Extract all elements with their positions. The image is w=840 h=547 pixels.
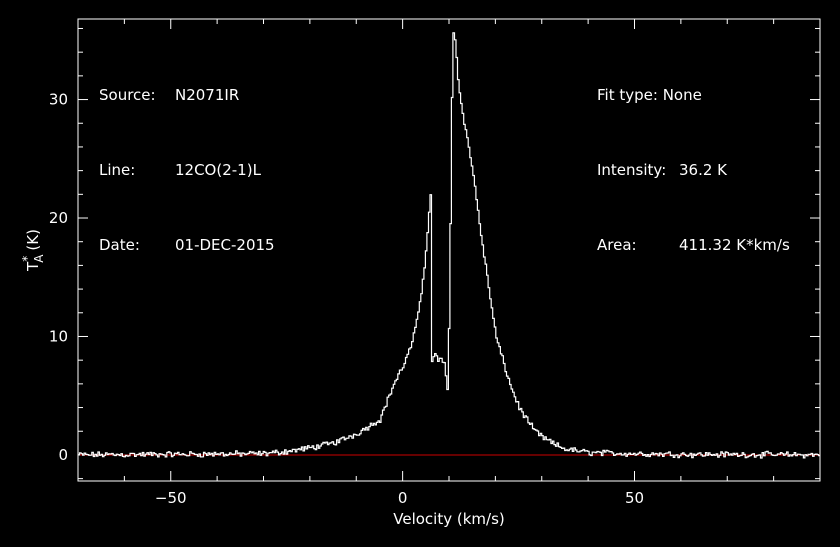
x-tick-label: 50 <box>625 489 644 507</box>
date-value: 01-DEC-2015 <box>175 236 275 254</box>
intensity-row: Intensity: 36.2 K <box>597 158 790 183</box>
info-right: Fit type: None Intensity: 36.2 K Area: 411… <box>597 33 790 283</box>
x-tick-label: −50 <box>155 489 187 507</box>
source-value: N2071IR <box>175 86 240 104</box>
fit-row: Fit type: None <box>597 83 790 108</box>
date-label: Date: <box>99 236 140 254</box>
y-tick-label: 20 <box>49 209 68 227</box>
line-label: Line: <box>99 161 136 179</box>
intensity-label: Intensity: <box>597 161 667 179</box>
area-label: Area: <box>597 236 637 254</box>
intensity-value: 36.2 K <box>679 161 728 179</box>
y-axis-label-sup: * <box>20 256 34 262</box>
date-row: Date: 01-DEC-2015 <box>99 233 275 258</box>
source-label: Source: <box>99 86 156 104</box>
y-tick-label: 10 <box>49 327 68 345</box>
y-tick-label: 30 <box>49 91 68 109</box>
x-tick-label: 0 <box>398 489 408 507</box>
y-axis-label-symbol: T <box>24 261 42 272</box>
spectrum-line <box>78 32 820 459</box>
source-row: Source: N2071IR <box>99 83 275 108</box>
fit-value: None <box>662 86 702 104</box>
area-value: 411.32 K*km/s <box>679 236 790 254</box>
x-ticks: −50 0 50 <box>77 19 821 507</box>
y-axis-label-sub: A <box>32 254 46 263</box>
line-value: 12CO(2-1)L <box>175 161 261 179</box>
y-tick-label: 0 <box>58 446 68 464</box>
fit-label: Fit type: <box>597 86 658 104</box>
area-row: Area: 411.32 K*km/s <box>597 233 790 258</box>
info-left: Source: N2071IR Line: 12CO(2-1)L Date: 01-D… <box>99 33 275 283</box>
y-axis-label: T*A (K) <box>20 229 46 272</box>
y-ticks: 0 10 20 30 <box>49 27 820 480</box>
x-axis-label: Velocity (km/s) <box>393 510 504 528</box>
y-axis-label-unit: (K) <box>24 229 42 251</box>
line-row: Line: 12CO(2-1)L <box>99 158 275 183</box>
